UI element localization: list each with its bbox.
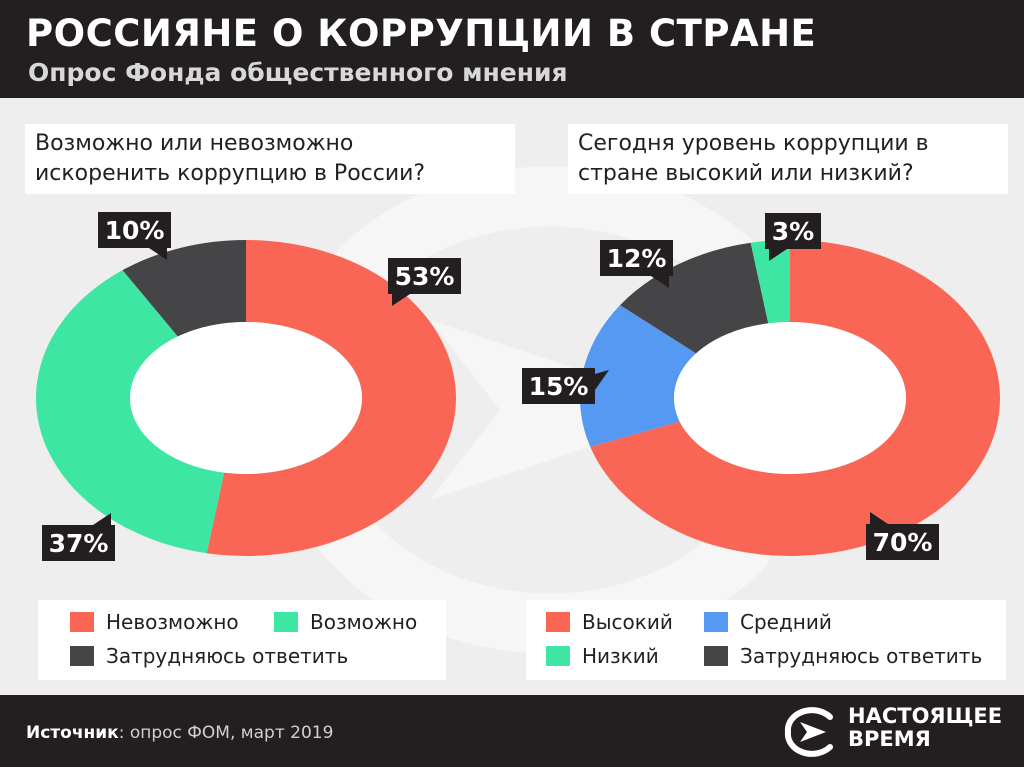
donut-1-slice-2 (35, 270, 225, 554)
legend-label: Затрудняюсь ответить (740, 644, 983, 668)
legend-item-possible: Возможно (274, 610, 417, 634)
legend-label: Средний (740, 610, 832, 634)
question-right: Сегодня уровень коррупции в стране высок… (568, 124, 1008, 194)
legend-swatch-red (546, 612, 570, 632)
svg-text:53%: 53% (395, 262, 455, 291)
legend-swatch-blue (704, 612, 728, 632)
brand-line-2: ВРЕМЯ (848, 727, 931, 751)
question-left: Возможно или невозможно искоренить корру… (25, 124, 515, 194)
donut-1-data-label-3: 10% (98, 212, 171, 260)
source-note: Источник: опрос ФОМ, март 2019 (26, 723, 333, 743)
legend-left: Невозможно Возможно Затрудняюсь ответить (38, 600, 446, 680)
question-left-line-2: искоренить коррупцию в России? (35, 161, 426, 186)
svg-text:10%: 10% (105, 216, 165, 245)
source-label: Источник (26, 723, 119, 743)
svg-text:12%: 12% (607, 244, 667, 273)
donut-2-data-label-3: 12% (600, 240, 673, 288)
donut-2-slice-2 (580, 305, 697, 447)
legend-label: Невозможно (106, 610, 239, 634)
chart-subtitle: Опрос Фонда общественного мнения (28, 58, 568, 87)
legend-label: Затрудняюсь ответить (106, 644, 349, 668)
header: РОССИЯНЕ О КОРРУПЦИИ В СТРАНЕ Опрос Фонд… (0, 0, 1024, 98)
legend-item-medium: Средний (704, 610, 832, 634)
legend-right: Высокий Средний Низкий Затрудняюсь ответ… (526, 600, 1006, 680)
donut-2-slice-3 (620, 242, 769, 354)
legend-label: Возможно (310, 610, 418, 634)
legend-swatch-green (546, 646, 570, 666)
chart-title: РОССИЯНЕ О КОРРУПЦИИ В СТРАНЕ (26, 12, 817, 55)
legend-swatch-red (70, 612, 94, 632)
donut-2-slice-1 (590, 240, 1001, 556)
legend-item-hard-to-say: Затрудняюсь ответить (70, 644, 348, 668)
legend-label: Высокий (582, 610, 673, 634)
source-text: : опрос ФОМ, март 2019 (118, 723, 334, 743)
legend-item-hard-to-say: Затрудняюсь ответить (704, 644, 982, 668)
svg-text:15%: 15% (529, 372, 589, 401)
question-right-line-2: стране высокий или низкий? (578, 161, 914, 186)
svg-text:37%: 37% (49, 529, 109, 558)
legend-item-high: Высокий (546, 610, 673, 634)
donut-1-data-label-1: 53% (388, 258, 461, 306)
donut-2-data-label-1: 70% (866, 512, 939, 560)
legend-item-impossible: Невозможно (70, 610, 239, 634)
donut-1-hole (130, 322, 362, 474)
donut-1-data-label-2: 37% (42, 513, 115, 561)
donut-2-data-label-4: 3% (765, 213, 821, 261)
legend-swatch-dark (70, 646, 94, 666)
svg-text:3%: 3% (772, 217, 814, 246)
legend-label: Низкий (582, 644, 659, 668)
question-right-line-1: Сегодня уровень коррупции в (578, 131, 929, 156)
donut-2-slice-4 (750, 240, 790, 324)
donut-2-hole (674, 322, 906, 474)
donut-2-data-label-2: 15% (522, 368, 609, 404)
donut-1-slice-3 (122, 240, 246, 337)
svg-text:70%: 70% (873, 528, 933, 557)
legend-item-low: Низкий (546, 644, 659, 668)
brand-logo-text: НАСТОЯЩЕЕ ВРЕМЯ (848, 705, 1002, 751)
brand-line-1: НАСТОЯЩЕЕ (848, 704, 1003, 728)
donut-1-slice-1 (206, 240, 456, 556)
legend-swatch-dark (704, 646, 728, 666)
nastoyashchee-vremya-logo-icon (784, 707, 833, 757)
footer: Источник: опрос ФОМ, март 2019 НАСТОЯЩЕЕ… (0, 695, 1024, 767)
question-left-line-1: Возможно или невозможно (35, 131, 354, 156)
legend-swatch-green (274, 612, 298, 632)
